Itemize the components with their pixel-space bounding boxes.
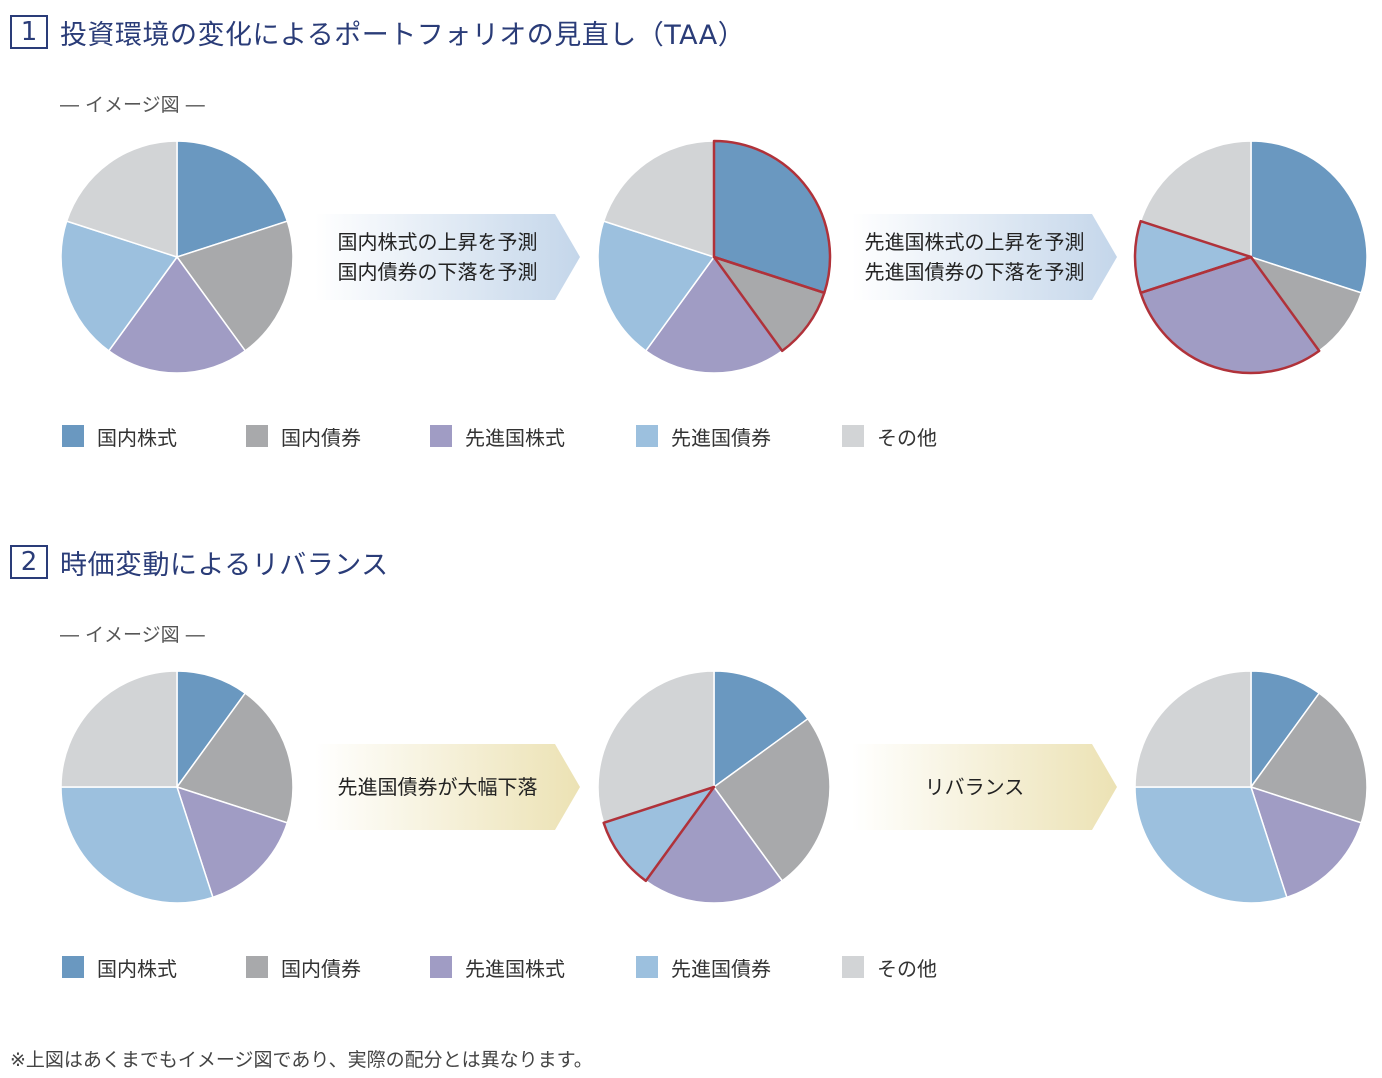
legend-label: 先進国株式 bbox=[465, 956, 565, 981]
section-title: 時価変動によるリバランス bbox=[60, 549, 389, 581]
arrow-shape bbox=[315, 214, 580, 300]
legend-item: その他 bbox=[842, 423, 937, 450]
legend-label: その他 bbox=[877, 425, 937, 450]
pie-slice-highlight bbox=[1133, 219, 1253, 295]
arrow-text: 先進国株式の上昇を予測 先進国債券の下落を予測 bbox=[852, 214, 1097, 300]
arrow-text-line: 先進国債券が大幅下落 bbox=[337, 775, 538, 799]
legend-swatch bbox=[246, 956, 268, 978]
pie-slice-developed-equity bbox=[107, 255, 247, 374]
pie-slice-other bbox=[1139, 140, 1252, 259]
arrow-1a: 国内株式の上昇を予測 国内債券の下落を予測 bbox=[315, 214, 580, 300]
legend-item: 先進国債券 bbox=[636, 423, 771, 450]
pie-slice-domestic-bond bbox=[1249, 255, 1363, 352]
pie-slice-domestic-equity bbox=[1250, 670, 1321, 790]
legend-item: 先進国株式 bbox=[430, 423, 565, 450]
legend-label: 国内債券 bbox=[281, 956, 361, 981]
legend-item: 国内債券 bbox=[246, 954, 361, 981]
legend-label: 先進国債券 bbox=[671, 956, 771, 981]
arrow-text: 国内株式の上昇を予測 国内債券の下落を予測 bbox=[315, 214, 560, 300]
pie-slice-domestic-bond bbox=[1249, 692, 1368, 824]
image-label: ― イメージ図 ― bbox=[60, 624, 205, 646]
pie-slice-developed-equity bbox=[644, 785, 784, 904]
legend-label: 国内債券 bbox=[281, 425, 361, 450]
pie-chart-1b bbox=[597, 139, 832, 374]
pie-slice-highlight bbox=[712, 139, 832, 295]
pie-slice-highlight bbox=[602, 785, 716, 883]
pie-slice-domestic-equity bbox=[713, 670, 809, 789]
arrow-2b: リバランス bbox=[852, 744, 1117, 830]
legend-swatch bbox=[842, 956, 864, 978]
arrow-1b: 先進国株式の上昇を予測 先進国債券の下落を予測 bbox=[852, 214, 1117, 300]
pie-slice-developed-equity bbox=[644, 255, 784, 374]
section-1-header: 1 投資環境の変化によるポートフォリオの見直し（TAA） bbox=[10, 12, 745, 52]
legend-item: 先進国債券 bbox=[636, 954, 771, 981]
section-number-box: 2 bbox=[10, 545, 48, 579]
pie-slice-domestic-bond bbox=[175, 220, 294, 352]
arrow-2a: 先進国債券が大幅下落 bbox=[315, 744, 580, 830]
legend-label: 先進国債券 bbox=[671, 425, 771, 450]
legend-item: その他 bbox=[842, 954, 937, 981]
pie-slice-domestic-equity bbox=[176, 670, 247, 790]
pie-slice-highlight bbox=[712, 255, 826, 353]
arrow-text-line: 先進国株式の上昇を予測 bbox=[864, 230, 1085, 254]
section-number-box: 1 bbox=[10, 15, 48, 49]
legend-swatch bbox=[430, 425, 452, 447]
legend-item: 国内株式 bbox=[62, 954, 177, 981]
pie-slice-other bbox=[65, 140, 178, 259]
pie-slice-developed-bond bbox=[1134, 786, 1288, 904]
arrow-text-line: リバランス bbox=[924, 775, 1025, 799]
legend-swatch bbox=[246, 425, 268, 447]
pie-chart-1a bbox=[60, 140, 294, 374]
arrow-shape bbox=[852, 744, 1117, 830]
footnote: ※上図はあくまでもイメージ図であり、実際の配分とは異なります。 bbox=[10, 1049, 593, 1071]
pie-slice-highlight bbox=[1139, 255, 1321, 375]
legend-swatch bbox=[62, 956, 84, 978]
pie-chart-1c bbox=[1133, 140, 1368, 375]
legend-label: 国内株式 bbox=[97, 425, 177, 450]
arrow-shape bbox=[852, 214, 1117, 300]
legend-label: 国内株式 bbox=[97, 956, 177, 981]
arrow-text-line: 先進国債券の下落を予測 bbox=[864, 260, 1085, 284]
legend-label: 先進国株式 bbox=[465, 425, 565, 450]
legend-label: その他 bbox=[877, 956, 937, 981]
legend-swatch bbox=[636, 425, 658, 447]
section-title: 投資環境の変化によるポートフォリオの見直し（TAA） bbox=[60, 19, 746, 51]
pie-slice-domestic-equity bbox=[1250, 140, 1368, 294]
legend-item: 先進国株式 bbox=[430, 954, 565, 981]
pie-slice-developed-bond bbox=[597, 220, 716, 352]
legend-swatch bbox=[430, 956, 452, 978]
pie-chart-2b bbox=[597, 670, 831, 904]
pie-slice-domestic-bond bbox=[175, 692, 294, 824]
pie-slice-domestic-bond bbox=[712, 717, 831, 882]
pie-chart-2c bbox=[1134, 670, 1368, 904]
arrow-shape bbox=[315, 744, 580, 830]
pie-chart-2a bbox=[60, 670, 294, 904]
pie-slice-other bbox=[60, 670, 178, 788]
pie-slice-developed-bond bbox=[60, 220, 179, 352]
legend-swatch bbox=[62, 425, 84, 447]
pie-slice-developed-bond bbox=[60, 786, 214, 904]
image-label: ― イメージ図 ― bbox=[60, 94, 205, 116]
arrow-text-line: 国内株式の上昇を予測 bbox=[337, 230, 538, 254]
section-2-header: 2 時価変動によるリバランス bbox=[10, 542, 389, 582]
pie-slice-other bbox=[597, 670, 715, 824]
pie-slice-other bbox=[602, 140, 715, 259]
arrow-text: 先進国債券が大幅下落 bbox=[315, 744, 560, 830]
legend-item: 国内債券 bbox=[246, 423, 361, 450]
legend-swatch bbox=[636, 956, 658, 978]
legend-item: 国内株式 bbox=[62, 423, 177, 450]
arrow-text: リバランス bbox=[852, 744, 1097, 830]
pie-slice-domestic-equity bbox=[176, 140, 289, 259]
pie-slice-other bbox=[1134, 670, 1252, 788]
arrow-text-line: 国内債券の下落を予測 bbox=[337, 260, 538, 284]
legend-swatch bbox=[842, 425, 864, 447]
